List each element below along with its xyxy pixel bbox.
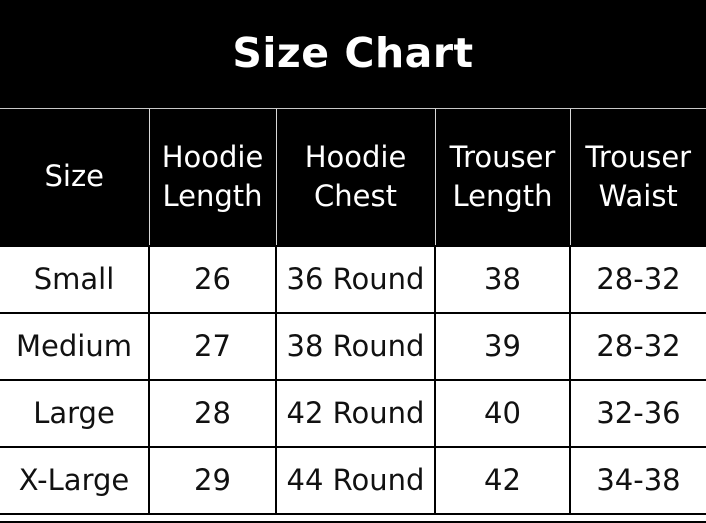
cell-size: Large (0, 378, 149, 447)
column-header-trouser-waist-line2: Waist (598, 178, 678, 213)
column-header-trouser-waist-line1: Trouser (585, 140, 692, 175)
column-header-hoodie-length: Hoodie Length (148, 108, 276, 246)
page-title: Size Chart (232, 28, 474, 77)
column-header-size-line1: Size (44, 159, 105, 194)
column-header-trouser-length-line1: Trouser (449, 140, 556, 175)
cell-hoodie-chest: 36 Round (275, 244, 435, 313)
table-header: Size Hoodie Length Hoodie Chest Trouser … (0, 108, 706, 246)
cell-size: Small (0, 244, 149, 313)
cell-hoodie-length: 28 (148, 378, 276, 447)
column-header-trouser-length-line2: Length (452, 178, 553, 213)
column-header-hoodie-chest-line2: Chest (314, 178, 397, 213)
size-chart-table: Size Hoodie Length Hoodie Chest Trouser … (0, 108, 706, 515)
cell-trouser-waist: 28-32 (569, 311, 706, 380)
cell-hoodie-length: 26 (148, 244, 276, 313)
cell-hoodie-chest: 42 Round (275, 378, 435, 447)
cell-hoodie-length: 27 (148, 311, 276, 380)
table-body: Small 26 36 Round 38 28-32 Medium 27 38 … (0, 244, 706, 515)
header-row: Size Hoodie Length Hoodie Chest Trouser … (0, 108, 706, 246)
column-header-hoodie-chest: Hoodie Chest (275, 108, 435, 246)
cell-size: X-Large (0, 445, 149, 515)
cell-size: Medium (0, 311, 149, 380)
table-row: Small 26 36 Round 38 28-32 (0, 244, 706, 313)
cell-trouser-length: 42 (434, 445, 570, 515)
column-header-hoodie-chest-line1: Hoodie (304, 140, 407, 175)
column-header-trouser-length: Trouser Length (434, 108, 570, 246)
cell-trouser-waist: 32-36 (569, 378, 706, 447)
column-header-hoodie-length-line1: Hoodie (161, 140, 264, 175)
cell-hoodie-chest: 38 Round (275, 311, 435, 380)
cell-hoodie-length: 29 (148, 445, 276, 515)
cell-trouser-length: 39 (434, 311, 570, 380)
column-header-hoodie-length-line2: Length (162, 178, 263, 213)
table-row: X-Large 29 44 Round 42 34-38 (0, 445, 706, 515)
cell-hoodie-chest: 44 Round (275, 445, 435, 515)
column-header-size: Size (0, 108, 149, 246)
cell-trouser-length: 40 (434, 378, 570, 447)
cell-trouser-length: 38 (434, 244, 570, 313)
table-row: Medium 27 38 Round 39 28-32 (0, 311, 706, 380)
cell-trouser-waist: 28-32 (569, 244, 706, 313)
title-band: Size Chart (0, 0, 706, 108)
cell-trouser-waist: 34-38 (569, 445, 706, 515)
table-row: Large 28 42 Round 40 32-36 (0, 378, 706, 447)
bottom-strip (0, 514, 706, 521)
column-header-trouser-waist: Trouser Waist (569, 108, 706, 246)
